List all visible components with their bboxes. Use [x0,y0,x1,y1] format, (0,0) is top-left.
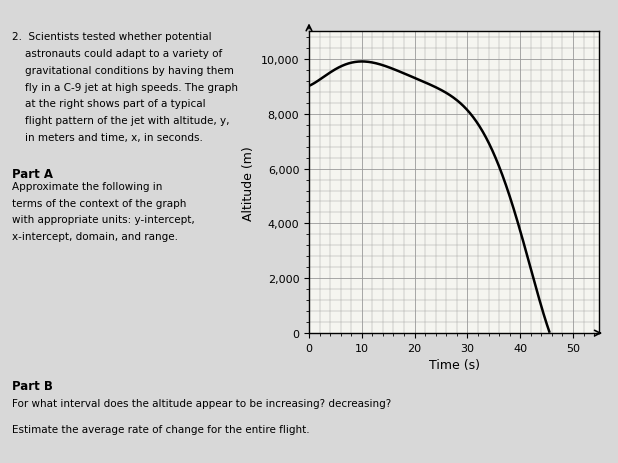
Text: terms of the context of the graph: terms of the context of the graph [12,198,187,208]
Text: For what interval does the altitude appear to be increasing? decreasing?: For what interval does the altitude appe… [12,398,392,408]
Text: flight pattern of the jet with altitude, y,: flight pattern of the jet with altitude,… [12,116,230,126]
Text: Approximate the following in: Approximate the following in [12,181,163,192]
Text: at the right shows part of a typical: at the right shows part of a typical [12,99,206,109]
Text: Part B: Part B [12,380,53,393]
X-axis label: Time (s): Time (s) [429,358,480,371]
Text: in meters and time, x, in seconds.: in meters and time, x, in seconds. [12,132,203,143]
Text: 2.  Scientists tested whether potential: 2. Scientists tested whether potential [12,32,212,43]
Text: x-intercept, domain, and range.: x-intercept, domain, and range. [12,232,179,242]
Text: with appropriate units: y-intercept,: with appropriate units: y-intercept, [12,215,195,225]
Y-axis label: Altitude (m): Altitude (m) [242,145,255,220]
Text: Estimate the average rate of change for the entire flight.: Estimate the average rate of change for … [12,424,310,434]
Text: astronauts could adapt to a variety of: astronauts could adapt to a variety of [12,49,222,59]
Text: Part A: Part A [12,168,53,181]
Text: fly in a C-9 jet at high speeds. The graph: fly in a C-9 jet at high speeds. The gra… [12,82,239,93]
Text: gravitational conditions by having them: gravitational conditions by having them [12,66,234,76]
